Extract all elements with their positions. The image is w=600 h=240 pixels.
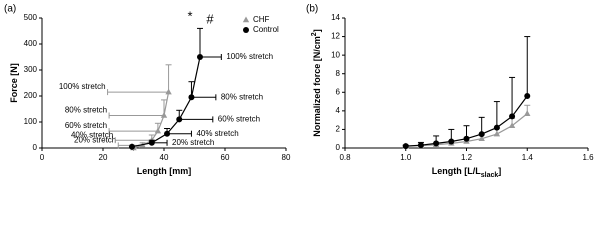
legend-label: Control (253, 25, 279, 34)
marker (402, 143, 409, 150)
marker (160, 112, 168, 118)
series-line (131, 56, 201, 148)
annotation: * (187, 8, 192, 23)
x-axis-label: Length [L/Lslack] (432, 166, 502, 179)
y-axis-label-sup: 2 (311, 32, 318, 36)
point-label: 60% stretch (65, 121, 107, 130)
panel-label: (a) (4, 4, 16, 15)
point-label: 40% stretch (71, 130, 113, 139)
marker (478, 131, 485, 138)
y-axis-label: Force [N] (9, 63, 19, 103)
panel-label: (b) (306, 4, 318, 15)
annotation: # (206, 11, 214, 26)
y-axis-label: Normalized force [N/cm2] (311, 29, 322, 136)
x-tick-label: 0.8 (339, 153, 351, 162)
y-tick-label: 6 (336, 87, 341, 96)
x-axis-label-text: Length [mm] (137, 166, 192, 176)
marker (176, 116, 183, 123)
point-label: 80% stretch (221, 92, 263, 101)
marker (417, 142, 424, 149)
y-tick-label: 4 (336, 106, 341, 115)
x-tick-label: 1.6 (582, 153, 594, 162)
y-axis-label-text: Normalized force [N/cm (312, 36, 322, 137)
marker (493, 130, 501, 137)
y-tick-label: 8 (336, 69, 341, 78)
marker (243, 27, 249, 33)
marker (242, 16, 250, 23)
x-tick-label: 0 (40, 153, 45, 162)
marker (196, 54, 203, 60)
marker (164, 130, 171, 137)
y-tick-label: 2 (336, 125, 341, 134)
point-label: 20% stretch (172, 138, 214, 147)
y-axis-label-text: Force [N] (9, 63, 19, 103)
marker (478, 135, 485, 142)
x-tick-label: 1.2 (461, 153, 473, 162)
marker (493, 124, 500, 131)
y-tick-label: 300 (24, 65, 38, 74)
marker (188, 94, 195, 101)
x-axis-label-sub: slack (481, 172, 499, 179)
marker (524, 110, 531, 116)
x-axis-label-end: ] (498, 166, 501, 176)
marker (128, 143, 135, 150)
marker (165, 88, 172, 95)
marker (148, 139, 155, 146)
point-label: 40% stretch (196, 129, 238, 138)
marker (154, 127, 162, 134)
point-label: 100% stretch (226, 52, 273, 61)
y-tick-label: 400 (24, 39, 38, 48)
y-tick-label: 14 (331, 13, 340, 22)
x-axis-label: Length [mm] (137, 166, 192, 176)
point-label: 80% stretch (65, 106, 107, 115)
marker (463, 135, 470, 142)
x-tick-label: 40 (160, 153, 169, 162)
point-label: 60% stretch (218, 115, 260, 124)
point-label: 20% stretch (74, 136, 116, 145)
marker (509, 113, 516, 120)
y-tick-label: 0 (33, 143, 38, 152)
x-tick-label: 20 (99, 153, 108, 162)
y-tick-label: 500 (24, 13, 38, 22)
point-label: 100% stretch (59, 82, 106, 91)
y-tick-label: 200 (24, 91, 38, 100)
marker (433, 140, 440, 147)
y-axis-label-end: ] (312, 29, 322, 32)
x-tick-label: 60 (221, 153, 230, 162)
x-tick-label: 1.0 (400, 153, 412, 162)
y-tick-label: 0 (336, 143, 341, 152)
y-tick-label: 10 (331, 50, 340, 59)
x-tick-label: 1.4 (522, 153, 534, 162)
y-tick-label: 12 (331, 32, 340, 41)
marker (448, 138, 455, 145)
x-axis-label-text: Length [L/L (432, 166, 481, 176)
marker (524, 93, 531, 99)
x-tick-label: 80 (282, 153, 291, 162)
marker (508, 122, 516, 129)
legend-label: CHF (253, 15, 270, 24)
y-tick-label: 100 (24, 117, 38, 126)
